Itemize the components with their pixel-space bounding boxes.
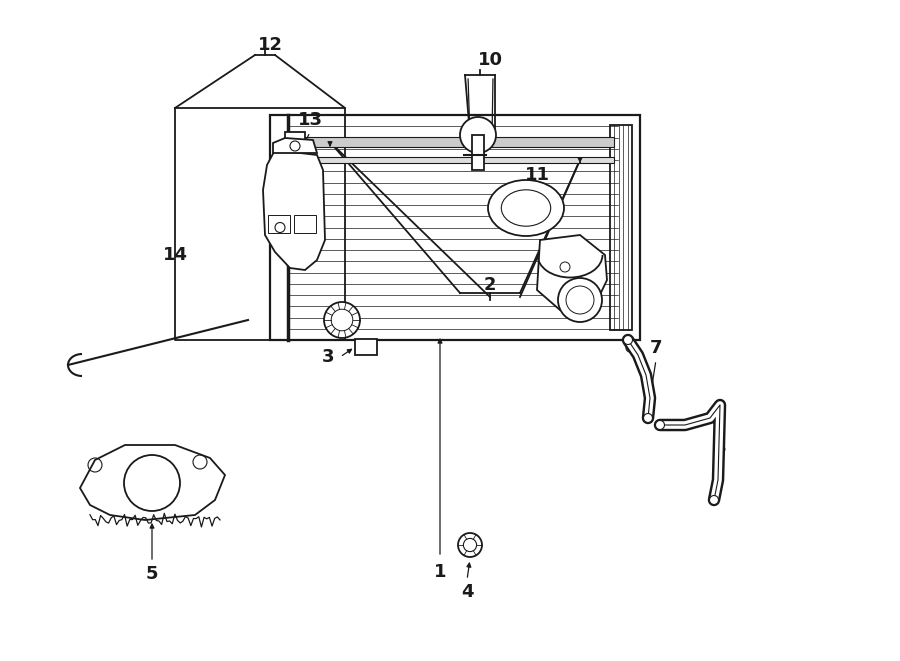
Circle shape xyxy=(460,117,496,153)
Bar xyxy=(268,215,290,233)
Text: 8: 8 xyxy=(714,439,726,457)
Text: 14: 14 xyxy=(163,246,187,264)
Text: 11: 11 xyxy=(525,166,550,184)
Polygon shape xyxy=(537,235,607,313)
Text: 10: 10 xyxy=(478,51,502,69)
Bar xyxy=(290,157,614,163)
Text: 3: 3 xyxy=(322,348,334,366)
Text: 9: 9 xyxy=(577,259,590,277)
Circle shape xyxy=(655,420,664,430)
Polygon shape xyxy=(273,138,317,153)
Polygon shape xyxy=(263,150,325,270)
Circle shape xyxy=(458,533,482,557)
Ellipse shape xyxy=(488,180,564,236)
Text: 6: 6 xyxy=(333,321,346,339)
Text: 12: 12 xyxy=(257,36,283,54)
Text: 4: 4 xyxy=(461,583,473,601)
Bar xyxy=(285,132,305,150)
Bar xyxy=(290,137,614,147)
Text: 7: 7 xyxy=(650,339,662,357)
Bar xyxy=(610,125,632,330)
Text: 1: 1 xyxy=(434,563,446,581)
Circle shape xyxy=(644,414,652,422)
Bar xyxy=(294,215,316,233)
Polygon shape xyxy=(80,445,225,520)
Polygon shape xyxy=(355,339,377,355)
Circle shape xyxy=(324,302,360,338)
Text: 5: 5 xyxy=(146,565,158,583)
Text: 13: 13 xyxy=(298,111,322,129)
Circle shape xyxy=(558,278,602,322)
Circle shape xyxy=(709,496,718,504)
Text: 2: 2 xyxy=(484,276,496,294)
Bar xyxy=(270,115,640,340)
Circle shape xyxy=(624,336,633,344)
Bar xyxy=(472,135,484,170)
